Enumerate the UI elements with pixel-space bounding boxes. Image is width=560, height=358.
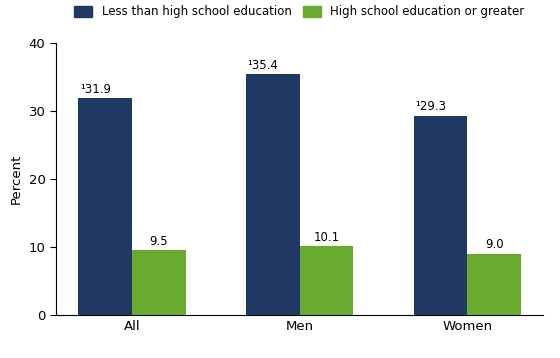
Bar bbox=[414, 116, 468, 315]
Legend: Less than high school education, High school education or greater: Less than high school education, High sc… bbox=[74, 5, 525, 18]
Text: ¹35.4: ¹35.4 bbox=[248, 59, 278, 72]
Text: 9.5: 9.5 bbox=[150, 235, 168, 248]
Bar bbox=[300, 246, 353, 315]
Text: 10.1: 10.1 bbox=[314, 231, 339, 244]
Bar bbox=[78, 98, 132, 315]
Bar bbox=[468, 254, 521, 315]
Text: ¹29.3: ¹29.3 bbox=[416, 100, 446, 113]
Bar bbox=[132, 251, 185, 315]
Y-axis label: Percent: Percent bbox=[10, 154, 23, 204]
Text: ¹31.9: ¹31.9 bbox=[80, 83, 111, 96]
Text: 9.0: 9.0 bbox=[485, 238, 503, 251]
Bar bbox=[246, 74, 300, 315]
